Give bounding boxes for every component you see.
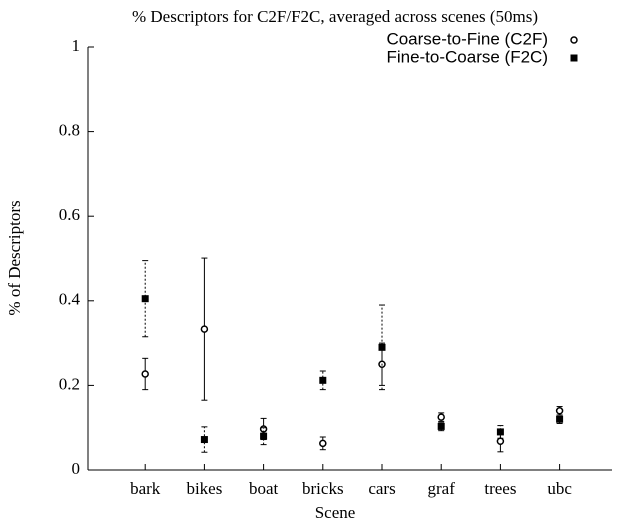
marker: [141, 370, 149, 378]
marker: [200, 325, 209, 333]
x-tick-label: bikes: [186, 479, 222, 498]
marker: [200, 436, 208, 444]
legend-label: Fine-to-Coarse (F2C): [386, 47, 548, 66]
y-tick-label: 0.2: [59, 374, 80, 393]
y-tick-label: 0.4: [59, 290, 81, 309]
marker: [496, 428, 504, 436]
x-tick-label: boat: [249, 479, 279, 498]
y-tick-label: 1: [72, 36, 81, 55]
marker: [496, 437, 505, 445]
marker: [260, 432, 268, 440]
y-tick-label: 0.6: [59, 205, 80, 224]
y-axis-label: % of Descriptors: [5, 200, 24, 315]
marker: [570, 36, 578, 44]
x-tick-label: cars: [368, 479, 395, 498]
x-tick-label: trees: [484, 479, 516, 498]
y-tick-label: 0.8: [59, 121, 80, 140]
marker: [319, 376, 327, 384]
marker: [570, 54, 578, 62]
marker: [141, 295, 149, 303]
marker: [555, 407, 564, 415]
x-tick-label: bark: [130, 479, 161, 498]
marker: [319, 439, 327, 448]
x-tick-label: graf: [428, 479, 456, 498]
marker: [437, 413, 445, 421]
chart-title: % Descriptors for C2F/F2C, averaged acro…: [132, 7, 538, 26]
y-tick-label: 0: [72, 459, 81, 478]
x-axis-label: Scene: [315, 503, 356, 522]
marker: [378, 343, 386, 351]
legend-label: Coarse-to-Fine (C2F): [386, 29, 548, 48]
x-tick-label: bricks: [302, 479, 344, 498]
marker: [437, 422, 445, 430]
marker: [556, 415, 564, 423]
x-tick-label: ubc: [547, 479, 572, 498]
